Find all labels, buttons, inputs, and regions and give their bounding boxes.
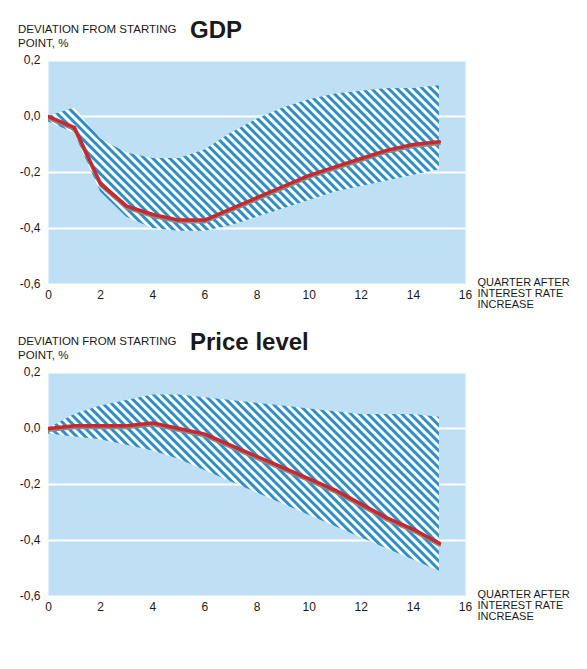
- svg-text:4: 4: [149, 288, 156, 302]
- svg-text:16: 16: [459, 288, 473, 302]
- svg-text:14: 14: [407, 288, 421, 302]
- svg-text:6: 6: [202, 288, 209, 302]
- svg-text:14: 14: [407, 600, 421, 614]
- svg-text:-0,6: -0,6: [20, 589, 41, 603]
- svg-text:0,2: 0,2: [24, 365, 41, 379]
- html-text:DEVIATION FROM STARTING POINT,: DEVIATION FROM STARTING POINT, %: [18, 23, 177, 49]
- svg-text:-0,2: -0,2: [20, 477, 41, 491]
- svg-text:QUARTER AFTERINTEREST RATEINCR: QUARTER AFTERINTEREST RATEINCREASE: [478, 588, 570, 622]
- svg-text:-0,4: -0,4: [20, 533, 41, 547]
- html-text:GDP: GDP: [190, 16, 242, 43]
- svg-text:-0,2: -0,2: [20, 165, 41, 179]
- svg-text:0,0: 0,0: [24, 421, 41, 435]
- svg-text:4: 4: [149, 600, 156, 614]
- svg-text:6: 6: [202, 600, 209, 614]
- svg-text:10: 10: [302, 288, 316, 302]
- svg-text:12: 12: [355, 288, 369, 302]
- svg-text:-0,4: -0,4: [20, 221, 41, 235]
- svg-text:0: 0: [45, 600, 52, 614]
- svg-text:0,2: 0,2: [24, 53, 41, 67]
- svg-text:12: 12: [355, 600, 369, 614]
- html-text:DEVIATION FROM STARTING POINT,: DEVIATION FROM STARTING POINT, %: [18, 335, 177, 361]
- svg-text:10: 10: [302, 600, 316, 614]
- svg-text:2: 2: [97, 288, 104, 302]
- svg-text:QUARTER AFTERINTEREST RATEINCR: QUARTER AFTERINTEREST RATEINCREASE: [478, 276, 570, 310]
- svg-text:16: 16: [459, 600, 473, 614]
- svg-text:0,0: 0,0: [24, 109, 41, 123]
- svg-text:2: 2: [97, 600, 104, 614]
- svg-text:-0,6: -0,6: [20, 277, 41, 291]
- svg-text:8: 8: [254, 288, 261, 302]
- svg-text:0: 0: [45, 288, 52, 302]
- svg-text:8: 8: [254, 600, 261, 614]
- html-text:Price level: Price level: [190, 328, 309, 355]
